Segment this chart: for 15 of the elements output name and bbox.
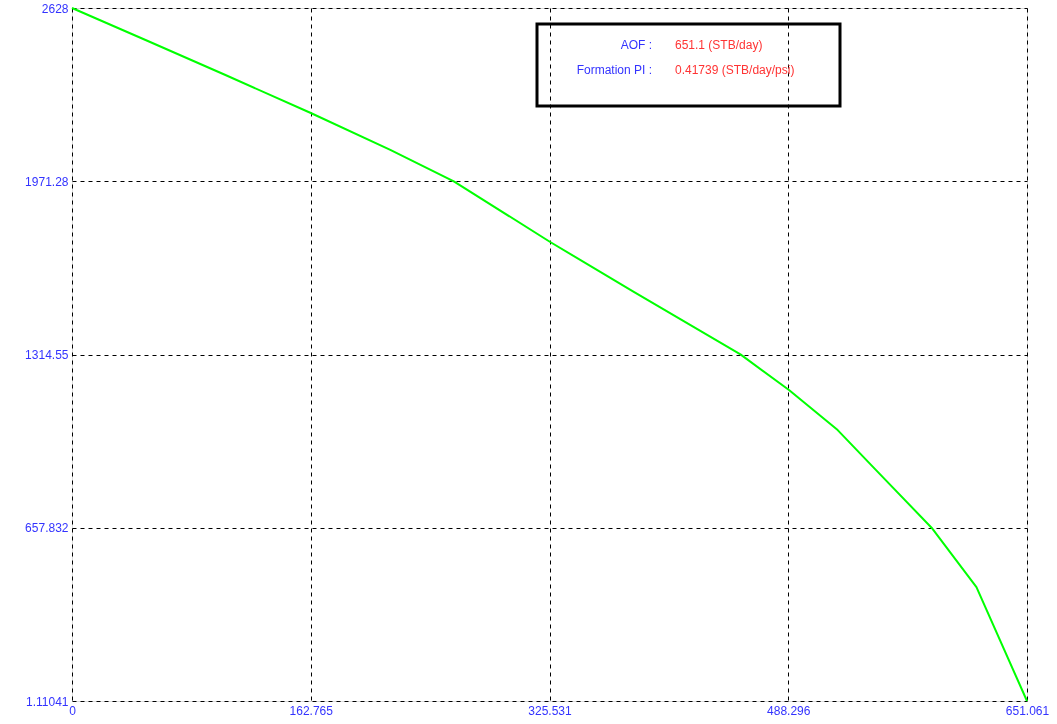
annotation: 0.41739 (STB/day/psi) (675, 63, 795, 77)
annotation: 651.1 (STB/day) (675, 38, 763, 52)
y-tick-label: 1971.28 (25, 174, 69, 189)
x-tick-label: 162.765 (289, 703, 334, 718)
annotation: Formation PI : (576, 63, 652, 77)
x-tick-label: 651.061 (1005, 703, 1050, 718)
y-tick-label: 1314.55 (25, 348, 69, 362)
y-tick-label: 657.832 (25, 521, 69, 536)
x-tick-label: 0 (69, 703, 77, 718)
annotation: AOF : (620, 38, 652, 52)
line-series (71, 7, 1028, 702)
y-tick-label: 1.11041 (26, 694, 69, 709)
x-tick-label: 488.296 (767, 703, 811, 718)
y-tick-label: 2628 (41, 1, 69, 16)
x-tick-label: 325.531 (528, 703, 573, 718)
